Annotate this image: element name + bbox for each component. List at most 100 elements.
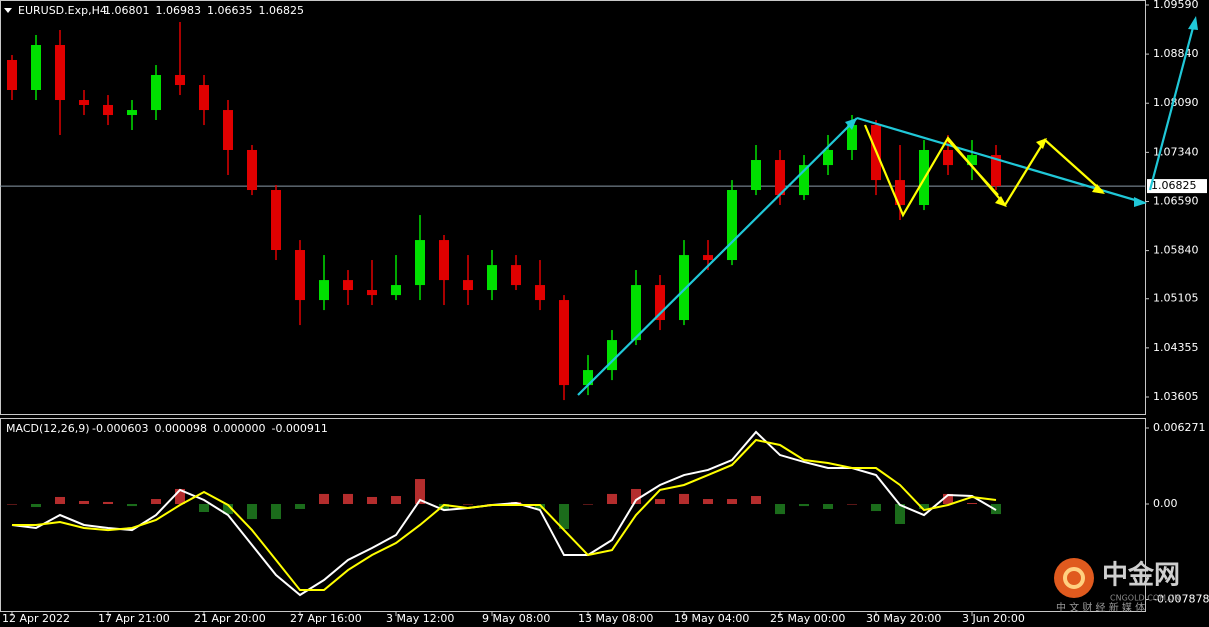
macd-line xyxy=(12,438,997,592)
histogram-bar xyxy=(31,504,41,508)
y-tick-label: 1.04355 xyxy=(1153,341,1199,354)
candle-body xyxy=(775,160,785,196)
header-value: 1.06825 xyxy=(259,4,305,17)
histogram-bar xyxy=(799,504,809,507)
candle-body xyxy=(271,190,281,251)
histogram-bar xyxy=(775,504,785,515)
header-value: -0.000603 xyxy=(92,422,148,435)
histogram-bar xyxy=(919,504,929,509)
x-tick-label: 19 May 04:00 xyxy=(674,612,749,625)
histogram-bar xyxy=(151,499,161,505)
candle-body xyxy=(679,255,689,321)
histogram-bar xyxy=(343,493,353,505)
histogram-bar xyxy=(415,479,425,505)
candle-body xyxy=(295,250,305,301)
histogram-bar xyxy=(583,504,593,505)
histogram-bar xyxy=(967,503,977,505)
candle-body xyxy=(607,340,617,371)
header-value: -0.000911 xyxy=(271,422,327,435)
histogram-bar xyxy=(79,500,89,505)
candle-body xyxy=(847,125,857,150)
candle-body xyxy=(175,74,185,86)
header-value: 1.06801 xyxy=(104,4,150,17)
histogram-bar xyxy=(223,504,233,515)
candle-body xyxy=(319,280,329,301)
symbol-title: EURUSD.Exp,H4 xyxy=(18,4,107,17)
arrow-head xyxy=(1134,197,1147,207)
histogram-bar xyxy=(943,493,953,505)
arrow-head xyxy=(1036,138,1047,149)
histogram-bar xyxy=(727,499,737,505)
x-tick-label: 12 Apr 2022 xyxy=(2,612,70,625)
candle-body xyxy=(7,59,17,90)
histogram-bar xyxy=(751,496,761,505)
menu-arrow[interactable] xyxy=(4,8,12,13)
histogram-bar xyxy=(7,504,17,505)
trend-arrows xyxy=(577,16,1198,396)
x-tick-label: 30 May 20:00 xyxy=(866,612,941,625)
candle-body xyxy=(127,110,137,116)
candle-body xyxy=(391,285,401,296)
y-tick-label: 1.06590 xyxy=(1153,194,1199,207)
header-value: 1.06983 xyxy=(156,4,202,17)
candle-body xyxy=(727,190,737,261)
header-value: 0.000098 xyxy=(154,422,207,435)
histogram-bar xyxy=(391,496,401,505)
histogram-bar xyxy=(103,501,113,505)
histogram-bar xyxy=(271,504,281,520)
x-tick-label: 17 Apr 21:00 xyxy=(98,612,170,625)
histogram-bar xyxy=(295,504,305,509)
x-tick-label: 9 May 08:00 xyxy=(482,612,550,625)
candle-body xyxy=(583,370,593,386)
candle-body xyxy=(823,149,833,166)
candle-body xyxy=(199,85,209,111)
histogram-bar xyxy=(55,496,65,505)
candle-body xyxy=(463,280,473,291)
histogram-bar xyxy=(199,504,209,513)
arrow xyxy=(577,117,858,396)
price-panel xyxy=(0,0,1146,415)
histogram-bar xyxy=(823,504,833,509)
histogram-bar xyxy=(871,504,881,512)
x-tick-label: 25 May 00:00 xyxy=(770,612,845,625)
x-tick-label: 3 Jun 20:00 xyxy=(962,612,1025,625)
watermark-logo xyxy=(1063,567,1085,589)
histogram-bar xyxy=(463,504,473,505)
histogram-bar xyxy=(319,493,329,505)
y-tick-label: 1.05840 xyxy=(1153,244,1199,257)
candle-body xyxy=(367,290,377,296)
y-tick-label: 0.006271 xyxy=(1153,421,1206,434)
candle-body xyxy=(103,104,113,116)
y-tick-label: 0.00 xyxy=(1153,497,1178,510)
arrow xyxy=(1148,19,1197,191)
histogram-bar xyxy=(679,493,689,505)
last-price-box xyxy=(1147,179,1207,194)
histogram-bar xyxy=(535,504,545,509)
histogram-bar xyxy=(847,504,857,505)
candle-body xyxy=(55,44,65,101)
last-price-label: 1.06825 xyxy=(1151,179,1197,192)
candle-body xyxy=(655,285,665,321)
histogram-bar xyxy=(703,499,713,505)
candle-body xyxy=(631,285,641,341)
x-tick-label: 27 Apr 16:00 xyxy=(290,612,362,625)
header-value: 1.06635 xyxy=(207,4,253,17)
y-tick-label: 1.09590 xyxy=(1153,0,1199,11)
watermark-sub: CNGOLD.COM.CN xyxy=(1110,594,1180,603)
candle-body xyxy=(415,240,425,286)
histogram-bar xyxy=(175,488,185,505)
histogram-bar xyxy=(607,493,617,505)
candle-body xyxy=(511,265,521,286)
watermark-text: 中金网 xyxy=(1102,560,1180,591)
arrow xyxy=(947,139,999,196)
y-tick-label: 1.05105 xyxy=(1153,292,1199,305)
candle-body xyxy=(991,155,1001,187)
candle-body xyxy=(751,160,761,191)
histogram-bar xyxy=(247,504,257,520)
macd-title: MACD(12,26,9) xyxy=(6,422,90,435)
arrow-head xyxy=(845,118,857,130)
candle-body xyxy=(943,149,953,166)
histogram-bar xyxy=(367,496,377,505)
